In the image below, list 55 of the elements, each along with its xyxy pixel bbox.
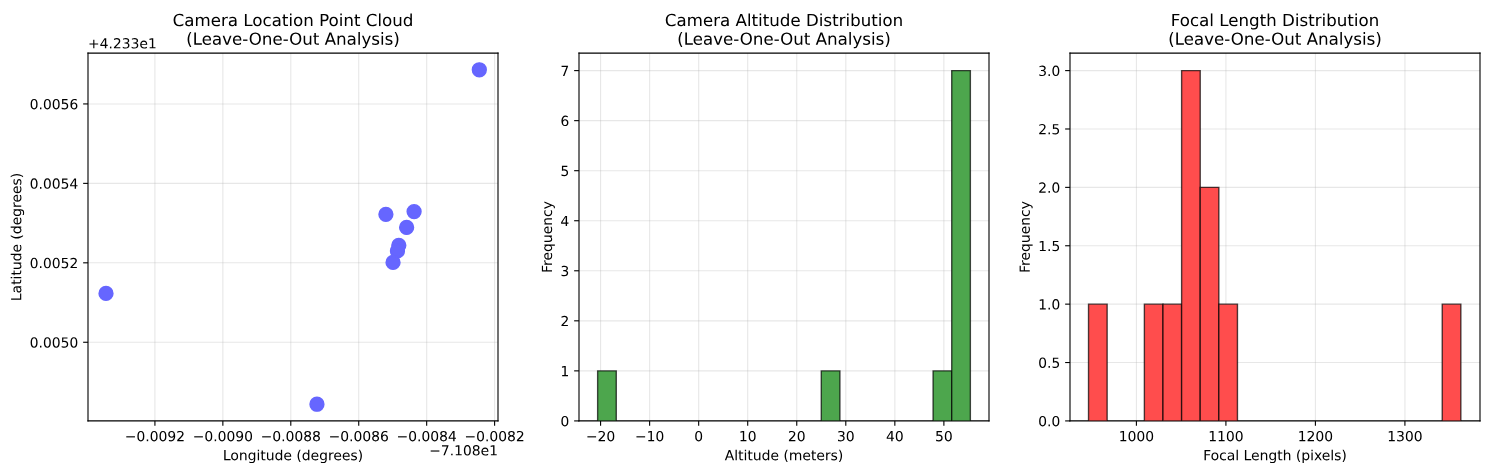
x-tick-label: 30 bbox=[838, 430, 854, 442]
x-tick-label: −0.0086 bbox=[330, 430, 388, 442]
x-tick-label: −0.0082 bbox=[465, 430, 524, 442]
point bbox=[398, 219, 415, 236]
y-tick-label: 0 bbox=[561, 415, 569, 427]
y-tick-label: 3.0 bbox=[1039, 65, 1060, 77]
y-tick-label: 4 bbox=[561, 215, 569, 227]
y-axis-title: Latitude (degrees) bbox=[10, 174, 25, 300]
x-tick-label: 0 bbox=[695, 430, 703, 442]
x-tick-label: −0.0092 bbox=[126, 430, 184, 442]
chart-title: Camera Location Point Cloud (Leave-One-Out Analysis) bbox=[173, 13, 412, 49]
point bbox=[385, 254, 401, 271]
y-tick-label: 0.0050 bbox=[30, 337, 78, 348]
y-tick-label: 0.0 bbox=[1039, 415, 1060, 427]
x-tick-label: 50 bbox=[936, 430, 952, 442]
y-tick-label: 1.5 bbox=[1039, 240, 1060, 252]
y-tick-label: 1.0 bbox=[1039, 299, 1060, 310]
y-tick-label: 0.0056 bbox=[30, 98, 78, 110]
x-tick-label: 1300 bbox=[1388, 430, 1422, 442]
x-tick-label: −20 bbox=[587, 430, 615, 442]
y-tick-label: 3 bbox=[561, 265, 569, 277]
x-tick-label: 20 bbox=[788, 430, 805, 442]
point bbox=[406, 203, 422, 220]
x-axis-title: Focal Length (pixels) bbox=[1204, 449, 1346, 464]
x-tick-label: 1100 bbox=[1209, 430, 1243, 442]
y-tick-label: 0.5 bbox=[1039, 357, 1060, 368]
x-tick-label: 10 bbox=[740, 430, 756, 442]
y-tick-label: 0.0052 bbox=[30, 257, 77, 269]
y-tick-label: 2 bbox=[561, 315, 568, 327]
x-tick-label: 1000 bbox=[1120, 430, 1154, 442]
y-tick-label: 2.5 bbox=[1039, 123, 1060, 135]
x-axis-title: Longitude (degrees) bbox=[224, 449, 362, 464]
x-tick-label: −10 bbox=[636, 430, 664, 442]
point bbox=[98, 285, 114, 302]
y-tick-label: 1 bbox=[561, 366, 568, 377]
text: −7.108e1 bbox=[430, 445, 497, 456]
x-tick-label: 1200 bbox=[1299, 430, 1333, 442]
x-axis-title: Altitude (meters) bbox=[724, 449, 843, 463]
y-tick-label: 0.0054 bbox=[30, 178, 78, 189]
y-tick-label: 5 bbox=[561, 165, 569, 177]
x-tick-label: 40 bbox=[886, 430, 903, 442]
y-axis-title: Frequency bbox=[1019, 201, 1033, 272]
point bbox=[378, 206, 394, 222]
x-tick-label: −0.0084 bbox=[398, 430, 456, 442]
x-tick-label: −0.0088 bbox=[262, 430, 320, 442]
point bbox=[471, 62, 487, 78]
point bbox=[309, 396, 325, 412]
chart-title: Focal Length Distribution (Leave-One-Out Analysis) bbox=[1169, 13, 1381, 49]
chart-title: Camera Altitude Distribution (Leave-One-Out Analysis) bbox=[665, 13, 902, 49]
text: +4.233e1 bbox=[89, 38, 156, 49]
x-tick-label: −0.0090 bbox=[194, 430, 253, 442]
y-tick-label: 6 bbox=[561, 115, 569, 127]
y-axis-title: Frequency bbox=[541, 201, 555, 272]
y-tick-label: 7 bbox=[561, 65, 569, 76]
y-tick-label: 2.0 bbox=[1039, 182, 1060, 193]
